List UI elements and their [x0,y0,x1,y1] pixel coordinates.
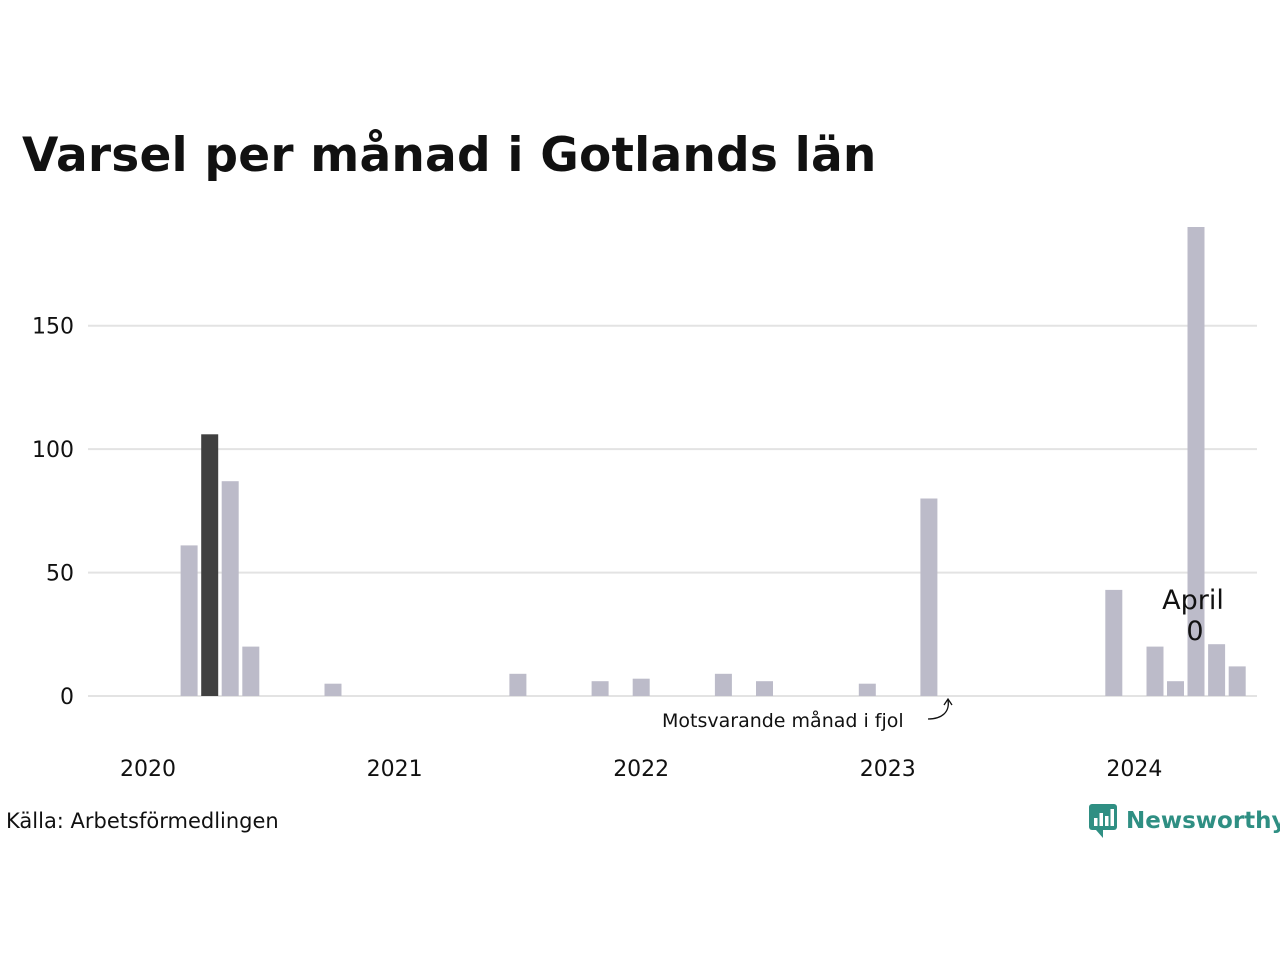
bar [242,646,260,696]
y-tick-label: 50 [46,562,74,587]
y-tick-label: 150 [32,315,74,340]
x-tick-label: 2023 [860,757,916,782]
chart-title: Varsel per månad i Gotlands län [22,128,877,183]
bar [920,498,938,696]
end-label-month: April [1162,585,1224,616]
bar [1228,666,1246,696]
source-note: Källa: Arbetsförmedlingen [6,809,279,833]
gridlines [88,324,1257,697]
bar [591,681,609,696]
x-axis-ticks: 2020 2021 2022 2023 2024 [120,757,1162,782]
annotation-arrow [927,699,949,720]
bar [509,673,527,696]
bar [324,683,342,696]
x-tick-label: 2020 [120,757,176,782]
bars [180,227,1246,696]
bar [858,683,876,696]
bar [632,678,650,696]
brand-logo: Newsworthy [1088,803,1280,839]
bar [1105,589,1123,696]
x-tick-label: 2021 [367,757,423,782]
annotation-arrowhead [943,697,953,706]
end-label-value: 0 [1186,616,1203,647]
bar [180,545,198,696]
prior-year-annotation: Motsvarande månad i fjol [662,697,953,732]
bar [1146,646,1164,696]
end-value-label: April 0 [1162,585,1224,647]
bar-chart: 0 50 100 150 2020 2021 2022 2023 2024 Motsvaran… [32,227,1257,782]
bar-highlighted [201,434,219,696]
bar [1167,681,1184,696]
annotation-label: Motsvarande månad i fjol [662,709,904,732]
x-tick-label: 2024 [1106,757,1162,782]
bar [1208,644,1226,696]
y-tick-label: 0 [60,685,74,710]
y-tick-label: 100 [32,438,74,463]
bar [221,481,239,696]
brand-name: Newsworthy [1126,808,1280,834]
bar [1187,227,1205,696]
y-axis-ticks: 0 50 100 150 [32,315,74,710]
newsworthy-logo-icon [1089,804,1117,838]
bar [756,681,773,696]
x-tick-label: 2022 [613,757,669,782]
bar [714,673,732,696]
